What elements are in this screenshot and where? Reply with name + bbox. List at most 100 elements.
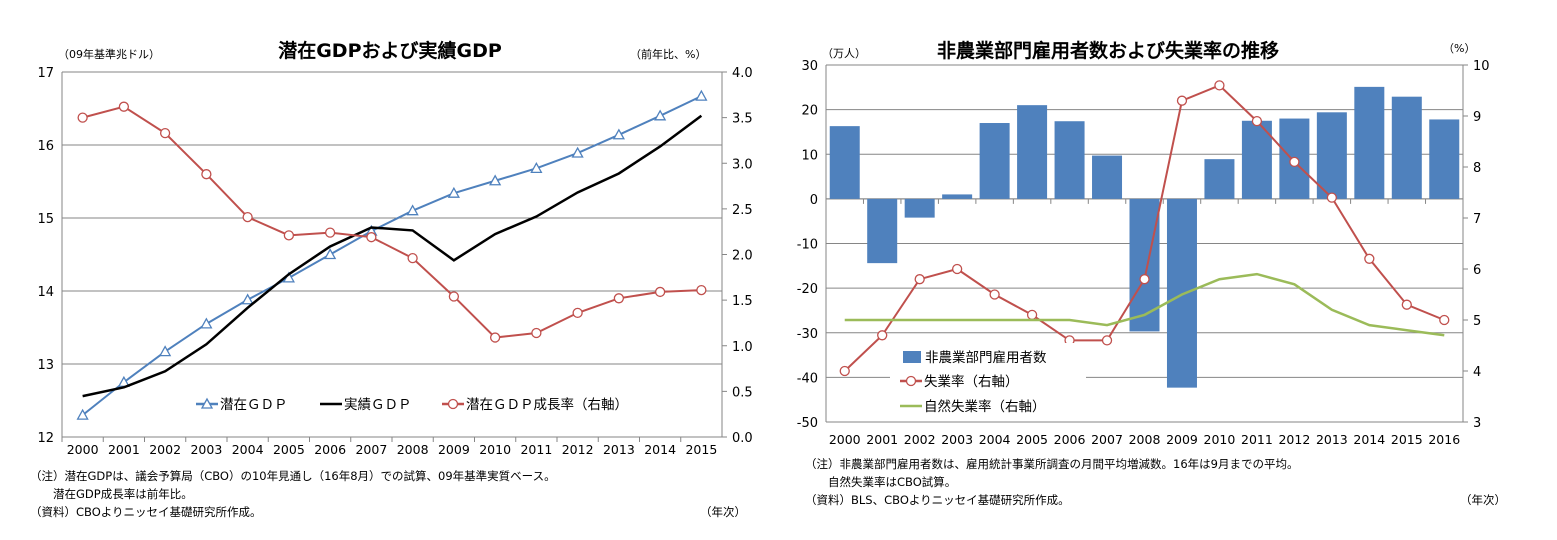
left-tick-label: 30 [801, 59, 818, 74]
point-0-2014 [654, 109, 667, 121]
bar-2004 [979, 123, 1010, 199]
left-tick-label: 0 [810, 193, 818, 208]
point-1-2012 [1289, 156, 1300, 168]
left-tick-label: -30 [797, 327, 818, 342]
x-tick-label: 2009 [1166, 432, 1198, 447]
bar-2003 [942, 194, 973, 199]
right-tick-label: 7 [1473, 212, 1481, 227]
chart-title: 非農業部門雇用者数および失業率の推移 [937, 39, 1279, 62]
bar-2014 [1354, 86, 1385, 199]
x-tick-label: 2002 [149, 442, 181, 457]
right-tick-label: 9 [1473, 110, 1481, 125]
x-tick-label: 2004 [232, 442, 264, 457]
note-right-3: （資料）BLS、CBOよりニッセイ基礎研究所作成。 [805, 493, 1070, 507]
x-tick-label: 2010 [479, 442, 511, 457]
left-tick-label: 17 [37, 66, 54, 81]
point-2-2010 [489, 332, 501, 343]
point-0-2004 [241, 293, 254, 305]
right-axis-unit: （%） [1443, 42, 1475, 55]
x-tick-label: 2006 [1054, 432, 1086, 447]
point-2-2012 [572, 307, 583, 319]
left-tick-label: 10 [801, 148, 818, 163]
x-tick-label: 2014 [644, 442, 676, 457]
point-2-2013 [613, 293, 625, 304]
right-axis-unit: （前年比、%） [630, 47, 706, 61]
point-2-2008 [407, 252, 418, 264]
bar-2013 [1316, 112, 1347, 199]
legend-label-2: 自然失業率（右軸） [924, 398, 1046, 415]
point-0-2015 [695, 89, 708, 101]
note-left-2: 潜在GDP成長率は前年比。 [30, 487, 193, 501]
x-tick-label: 2006 [314, 442, 346, 457]
legend-background [190, 392, 640, 416]
x-tick-label: 2000 [67, 442, 99, 457]
x-tick-label: 2010 [1204, 432, 1236, 447]
point-0-2011 [530, 162, 543, 174]
left-tick-label: -20 [797, 282, 818, 297]
x-tick-label: 2012 [1278, 432, 1310, 447]
bar-2008 [1129, 198, 1160, 332]
x-tick-label: 2008 [1129, 432, 1161, 447]
left-tick-label: -40 [797, 371, 818, 386]
point-2-2000 [77, 112, 88, 123]
right-tick-label: 4 [1473, 365, 1481, 380]
point-1-2013 [1326, 192, 1338, 203]
point-1-2011 [1251, 115, 1263, 127]
x-tick-label: 2008 [397, 442, 429, 457]
chart-title: 潜在GDPおよび実績GDP [278, 39, 502, 62]
point-2-2014 [654, 286, 666, 298]
x-tick-label: 2003 [941, 432, 973, 447]
left-tick-label: 12 [37, 431, 54, 446]
x-tick-label: 2013 [1316, 432, 1348, 447]
x-tick-label: 2003 [190, 442, 222, 457]
x-tick-label: 2015 [685, 442, 717, 457]
x-tick-label: 2004 [979, 432, 1011, 447]
note-left-1: （注）潜在GDPは、議会予算局（CBO）の10年見通し（16年8月）での試算、0… [30, 469, 556, 483]
right-tick-label: 2.0 [732, 249, 753, 264]
left-tick-label: 15 [37, 212, 54, 227]
point-1-2014 [1364, 253, 1375, 264]
x-tick-label: 2011 [520, 442, 552, 457]
x-tick-label: 2007 [355, 442, 387, 457]
bar-2007 [1092, 155, 1123, 199]
point-0-2003 [200, 317, 213, 329]
series-line-0 [82, 95, 702, 416]
right-tick-label: 3.5 [732, 112, 753, 127]
note-left-3: （資料）CBOよりニッセイ基礎研究所作成。 [30, 505, 262, 519]
point-1-2005 [1026, 309, 1038, 321]
bar-2005 [1017, 105, 1048, 199]
left-axis-unit: （09年基準兆ドル） [58, 47, 160, 61]
legend-swatch-0 [903, 351, 921, 363]
left-tick-label: -50 [797, 416, 818, 431]
left-tick-label: 14 [37, 285, 54, 300]
point-1-2016 [1439, 314, 1450, 326]
note-right-1: （注）非農業部門雇用者数は、雇用統計事業所調査の月間平均増減数。16年は9月まで… [805, 457, 1299, 471]
point-2-2001 [118, 101, 130, 112]
point-2-2007 [366, 232, 377, 243]
x-tick-label: 2001 [108, 442, 140, 457]
point-2-2003 [201, 169, 212, 180]
x-tick-label: 2011 [1241, 432, 1273, 447]
left-tick-label: 16 [37, 139, 54, 154]
x-tick-label: 2009 [438, 442, 470, 457]
point-1-2001 [877, 330, 888, 341]
right-tick-label: 1.5 [732, 294, 753, 309]
point-0-2009 [447, 186, 460, 198]
point-2-2006 [324, 227, 336, 238]
point-1-2010 [1214, 80, 1225, 91]
point-0-2013 [612, 128, 625, 140]
left-tick-label: -10 [797, 238, 818, 253]
legend-label-1: 実績ＧＤＰ [344, 397, 412, 413]
bar-2016 [1429, 119, 1460, 199]
point-1-2000 [839, 365, 850, 377]
bar-2015 [1391, 96, 1422, 199]
point-2-2015 [696, 284, 707, 296]
x-tick-label: 2002 [904, 432, 936, 447]
left-tick-label: 20 [801, 104, 818, 119]
series-line-2 [844, 272, 1445, 337]
point-1-2002 [914, 274, 925, 285]
legend-background [890, 343, 1086, 418]
bar-2006 [1054, 121, 1085, 199]
bar-2011 [1241, 120, 1272, 199]
point-1-2003 [951, 263, 963, 275]
